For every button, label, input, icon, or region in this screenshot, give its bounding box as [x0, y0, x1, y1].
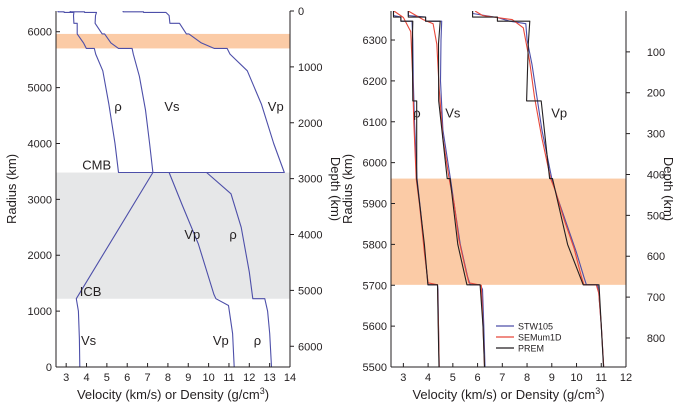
shaded-band	[56, 33, 290, 49]
annotation-label: Vp	[213, 333, 229, 348]
x-tick-label: 8	[524, 372, 530, 384]
x-axis-title: Velocity (km/s) or Density (g/cm3)	[77, 386, 269, 402]
x-tick-label: 3	[63, 372, 69, 384]
series-line-ρ	[57, 11, 273, 367]
x-tick-label: 11	[596, 372, 607, 384]
depth-tick-label: 6000	[298, 341, 322, 353]
y-tick-label: 6300	[363, 35, 387, 47]
legend-label: SEMum1D	[518, 333, 562, 343]
x-tick-label: 13	[264, 372, 276, 384]
x-tick-label: 5	[104, 372, 110, 384]
x-axis-title-superscript: 3	[260, 386, 265, 396]
x-tick-label: 6	[475, 372, 481, 384]
depth-tick-label: 400	[647, 169, 665, 181]
series-group	[57, 11, 285, 367]
legend-label: STW105	[518, 322, 553, 332]
y-tick-label: 1000	[28, 306, 52, 318]
x-axis-title-end: )	[600, 387, 604, 402]
series-line-vs	[69, 11, 154, 367]
depth-tick-label: 3000	[298, 174, 322, 186]
annotation-label: Vp	[184, 227, 200, 242]
shaded-band	[391, 178, 626, 285]
annotation-label: ρ	[413, 106, 420, 121]
shaded-band	[56, 172, 290, 299]
depth-tick-label: 500	[647, 210, 665, 222]
depth-tick-label: 100	[647, 47, 665, 59]
x-tick-label: 4	[83, 372, 89, 384]
annotation-label: Vs	[81, 333, 97, 348]
x-tick-label: 3	[400, 372, 406, 384]
annotation-label: Vs	[445, 106, 461, 121]
y-tick-label: 6000	[28, 27, 52, 39]
depth-axis-title: Depth (km)	[661, 157, 673, 221]
y-tick-label: 5700	[363, 280, 387, 292]
annotation-label: CMB	[82, 158, 111, 173]
depth-axis-title: Depth (km)	[328, 157, 343, 221]
annotation-label: Vp	[268, 99, 284, 114]
legend-label: PREM	[518, 344, 544, 354]
y-tick-label: 5900	[363, 199, 387, 211]
annotation-label: ρ	[254, 333, 261, 348]
series-group	[392, 11, 605, 367]
x-tick-label: 10	[202, 372, 214, 384]
y-tick-label: 0	[46, 362, 52, 374]
depth-tick-label: 600	[647, 251, 665, 263]
x-axis-title-end: )	[265, 387, 269, 402]
x-axis-title-text: Velocity (km/s) or Density (g/cm	[77, 387, 260, 402]
annotation-label: ICB	[80, 284, 102, 299]
annotation-label: ρ	[229, 227, 236, 242]
x-tick-label: 12	[620, 372, 632, 384]
depth-tick-label: 5000	[298, 285, 322, 297]
y-tick-label: 5000	[28, 83, 52, 95]
y-tick-label: 2000	[28, 250, 52, 262]
annotation-label: ρ	[114, 99, 121, 114]
annotation-label: Vs	[164, 99, 180, 114]
series-line-prem-Vs	[407, 11, 486, 367]
y-tick-label: 5800	[363, 239, 387, 251]
y-tick-label: 5600	[363, 321, 387, 333]
y-axis-title: Radius (km)	[4, 154, 19, 224]
x-tick-label: 9	[185, 372, 191, 384]
x-axis-title-text: Velocity (km/s) or Density (g/cm	[412, 387, 595, 402]
annotation-label: Vp	[551, 106, 567, 121]
x-tick-label: 7	[145, 372, 151, 384]
y-tick-label: 4000	[28, 138, 52, 150]
depth-tick-label: 4000	[298, 230, 322, 242]
y-axis-title: Radius (km)	[340, 154, 355, 224]
x-tick-label: 6	[124, 372, 130, 384]
series-line-prem-Vp	[472, 11, 605, 367]
x-tick-label: 7	[499, 372, 505, 384]
y-tick-label: 6000	[363, 158, 387, 170]
x-axis-title: Velocity (km/s) or Density (g/cm3)	[412, 386, 604, 402]
y-tick-label: 6200	[363, 76, 387, 88]
x-tick-label: 4	[425, 372, 431, 384]
depth-tick-label: 0	[298, 6, 304, 18]
depth-tick-label: 200	[647, 88, 665, 100]
series-line-vp	[122, 11, 285, 367]
x-axis-title-superscript: 3	[595, 386, 600, 396]
x-tick-label: 11	[223, 372, 234, 384]
depth-tick-label: 1000	[298, 62, 322, 74]
y-tick-label: 3000	[28, 194, 52, 206]
series-line-prem-ρ	[392, 11, 440, 367]
chart-panel-2: 3 4 5 6 7 8 9 10 11 12 5500 5600 5700 5800 5900 6000 610…	[340, 11, 673, 402]
x-tick-label: 5	[450, 372, 456, 384]
x-tick-label: 10	[570, 372, 582, 384]
chart-panel-1: 3 4 5 6 7 8 9 10 11 12 13 14 0 1000 2000 3000 4000 5000 60…	[4, 6, 343, 402]
x-tick-label: 12	[243, 372, 255, 384]
x-tick-label: 8	[165, 372, 171, 384]
x-tick-label: 9	[549, 372, 555, 384]
depth-tick-label: 2000	[298, 118, 322, 130]
depth-tick-label: 800	[647, 333, 665, 345]
depth-tick-label: 300	[647, 129, 665, 141]
y-tick-label: 6100	[363, 117, 387, 129]
depth-tick-label: 700	[647, 292, 665, 304]
x-tick-label: 14	[284, 372, 296, 384]
y-tick-label: 5500	[363, 362, 387, 374]
